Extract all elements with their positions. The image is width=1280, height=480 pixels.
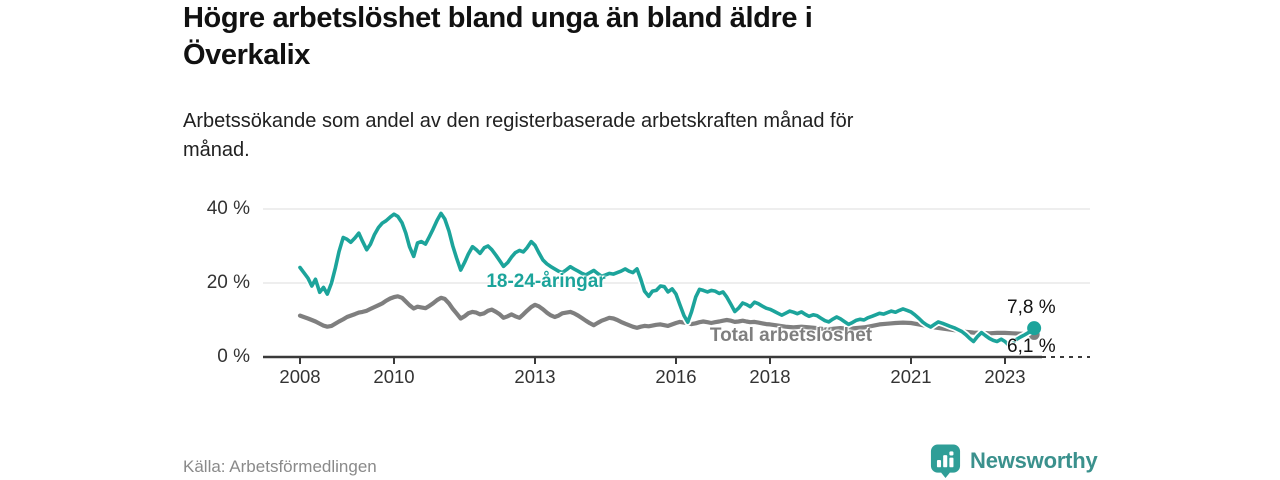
end-value-label-young: 7,8 %: [1007, 297, 1056, 318]
x-tick-label-2023: 2023: [984, 366, 1026, 387]
x-tick-label-2013: 2013: [514, 366, 556, 387]
page-title: Högre arbetslöshet bland unga än bland ä…: [183, 0, 813, 74]
chart-subtitle: Arbetssökande som andel av den registerb…: [183, 107, 853, 165]
x-tick-label-2021: 2021: [890, 366, 932, 387]
page-title-line2: Överkalix: [183, 39, 310, 71]
bar-1: [936, 460, 942, 468]
bar-3-dot: [949, 451, 954, 456]
line-young: [298, 211, 1036, 348]
end-value-label-total: 6,1 %: [1007, 336, 1056, 357]
bar-chart-badge-icon: [930, 444, 961, 478]
bar-2: [943, 455, 948, 468]
source-note: Källa: Arbetsförmedlingen: [183, 457, 377, 476]
series-label-total: Total arbetslöshet: [709, 325, 873, 346]
line-total: [297, 294, 1037, 337]
y-tick-label-0: 0 %: [217, 346, 250, 367]
chart-subtitle-line1: Arbetssökande som andel av den registerb…: [183, 110, 854, 132]
page-title-line1: Högre arbetslöshet bland unga än bland ä…: [183, 2, 813, 34]
x-tick-label-2016: 2016: [655, 366, 697, 387]
end-dot-young: [1027, 321, 1042, 336]
brand-lockup: Newsworthy: [929, 443, 1098, 479]
series-label-young: 18-24-åringar: [486, 271, 606, 292]
x-tick-label-2018: 2018: [749, 366, 791, 387]
chart-subtitle-line2: månad.: [183, 139, 250, 161]
x-tick-label-2010: 2010: [373, 366, 415, 387]
y-tick-label-20: 20 %: [206, 272, 250, 293]
x-tick-label-2008: 2008: [279, 366, 321, 387]
y-tick-label-40: 40 %: [206, 198, 250, 219]
brand-name: Newsworthy: [970, 448, 1098, 473]
bar-3: [949, 457, 954, 468]
